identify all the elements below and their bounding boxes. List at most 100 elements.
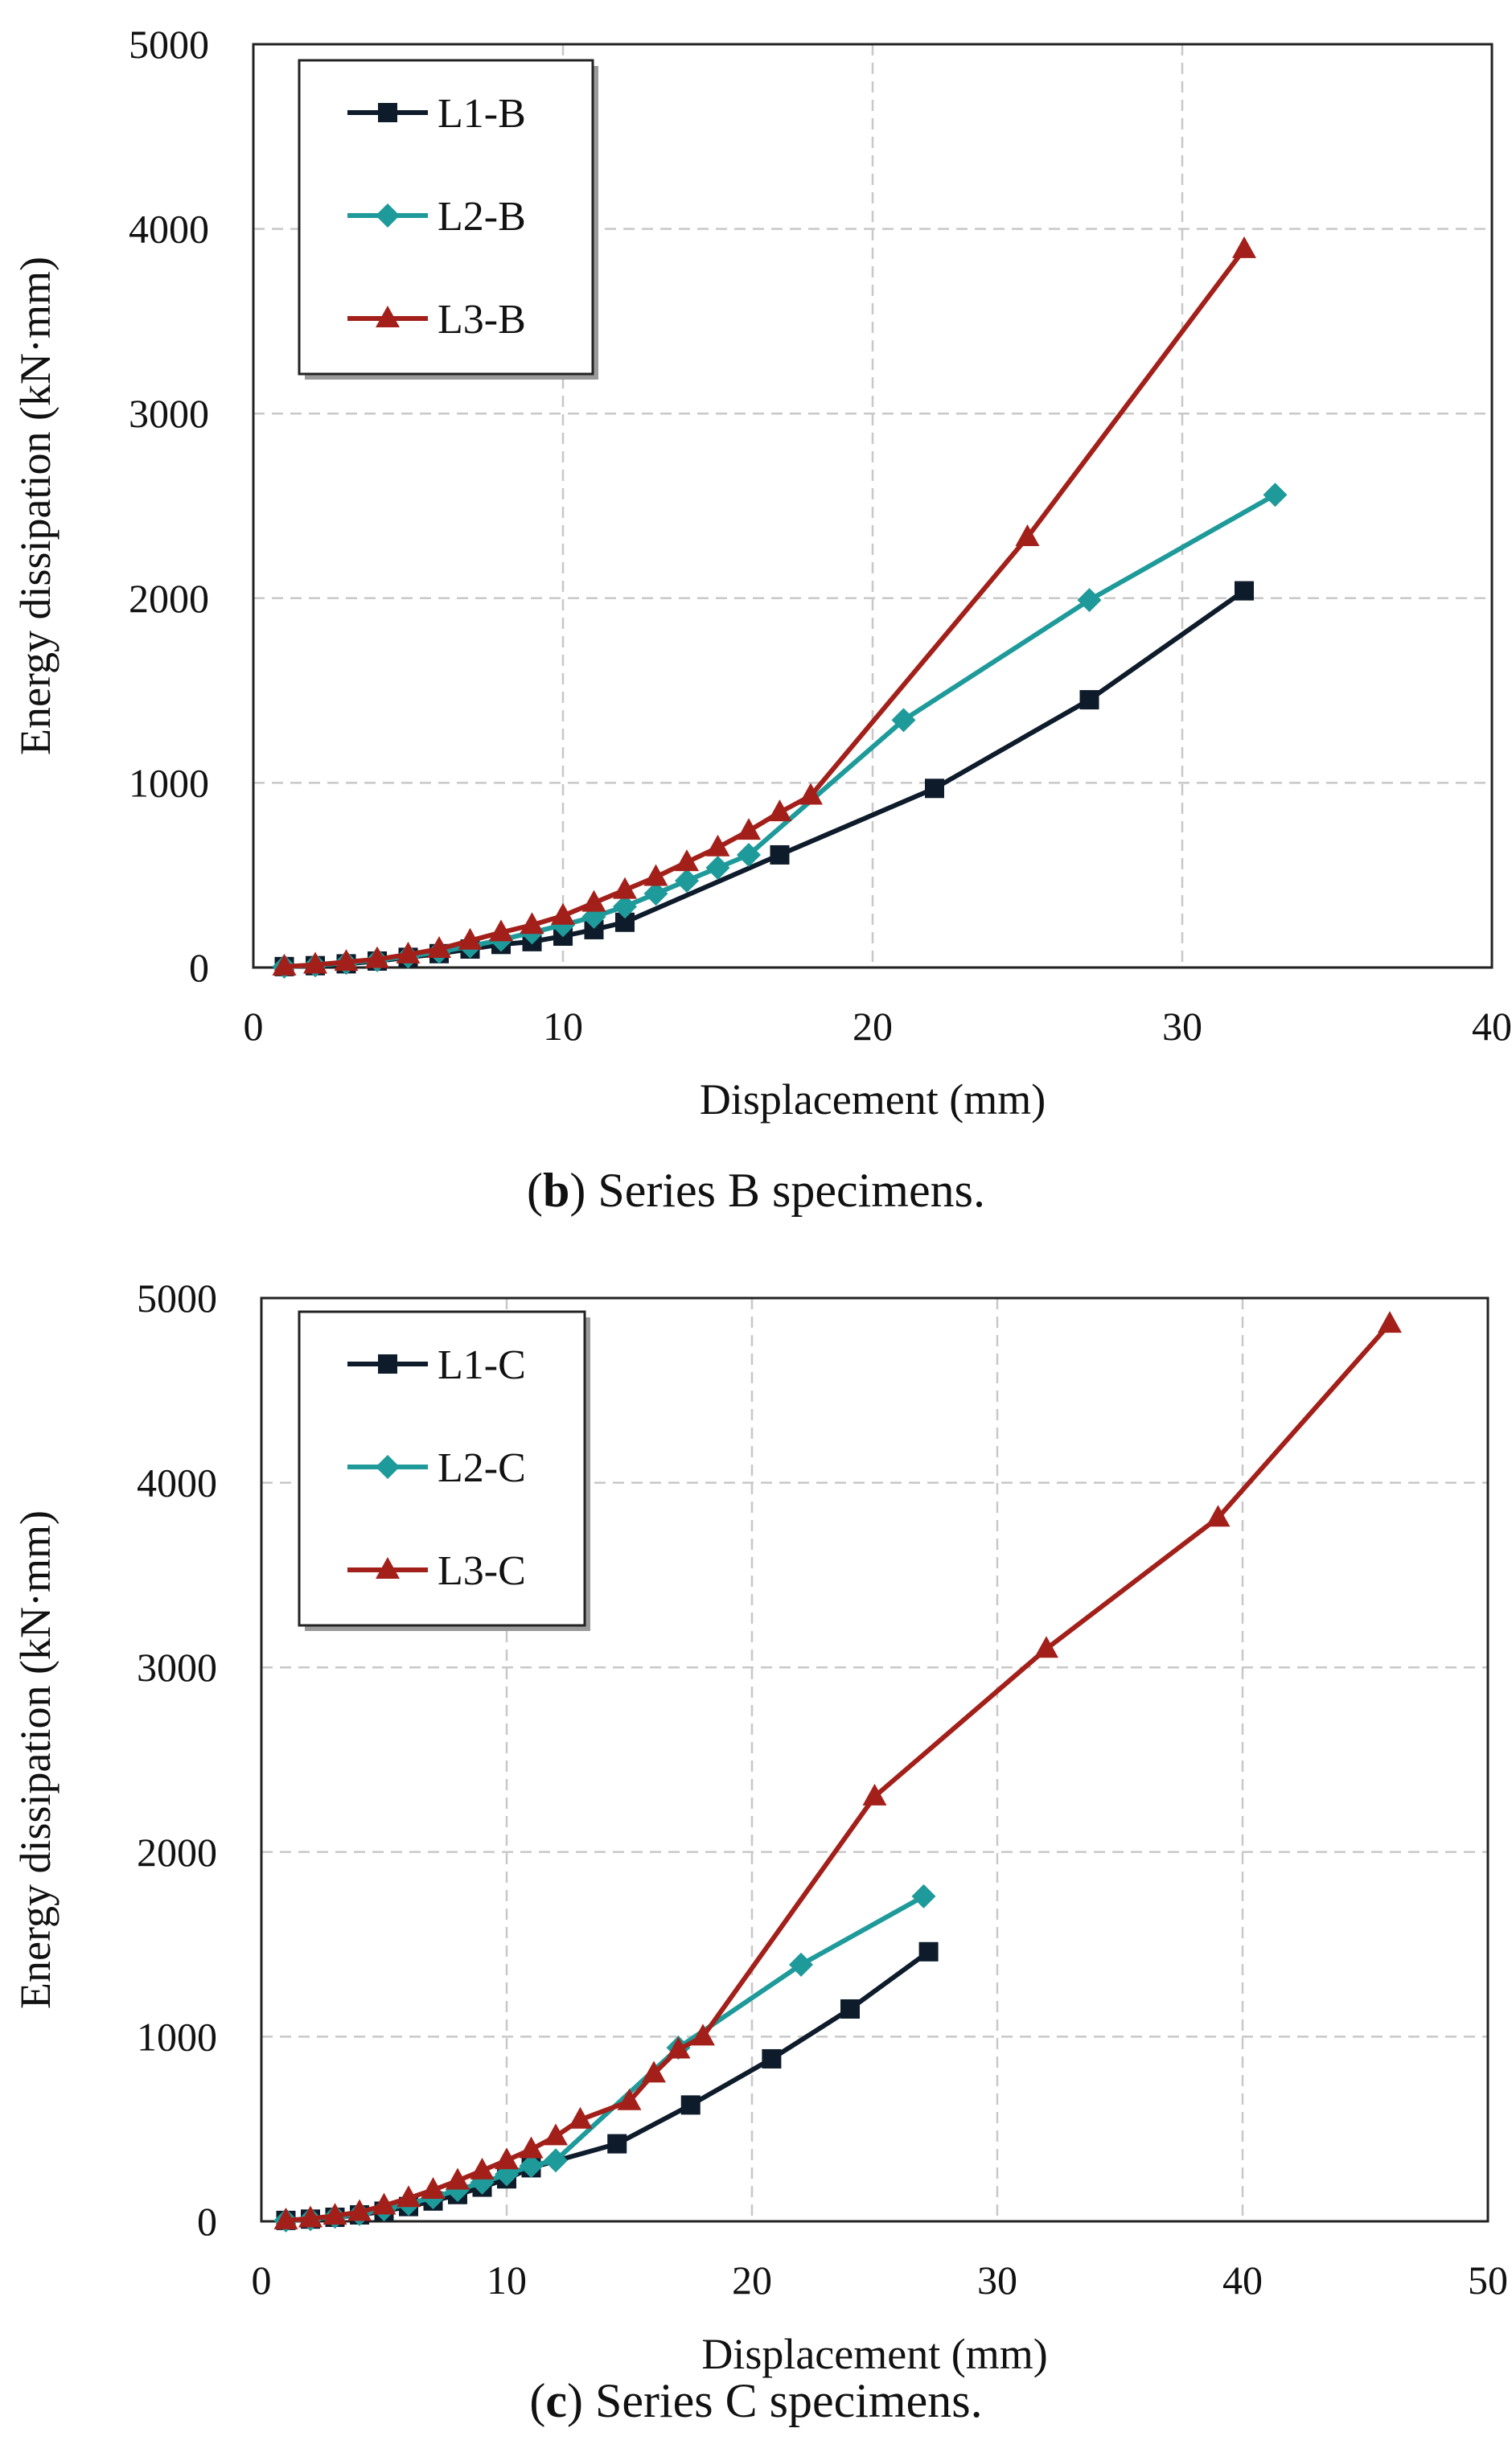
legend-label: L2-B	[438, 194, 526, 240]
caption-text: Series C specimens.	[583, 2374, 983, 2427]
data-point	[272, 953, 297, 976]
data-point	[273, 2207, 298, 2229]
data-point	[303, 951, 327, 974]
data-point	[1232, 236, 1256, 258]
series-L2-B	[272, 483, 1288, 979]
series-L1-C	[276, 1941, 939, 2230]
series-L3-C	[273, 1311, 1402, 2229]
data-point	[613, 877, 637, 899]
x-tick-label: 30	[977, 2258, 1017, 2303]
data-point	[799, 783, 823, 805]
legend-swatch-marker	[376, 1455, 400, 1479]
legend-swatch-marker	[378, 1354, 397, 1374]
data-point	[643, 864, 668, 886]
caption-letter: c	[545, 2374, 567, 2427]
data-point	[911, 1884, 936, 1908]
x-tick-label: 20	[732, 2258, 772, 2303]
y-tick-label: 0	[189, 945, 209, 990]
data-point	[520, 912, 544, 935]
chart-b: 0 10 20 30 40 0 1000 2000 3000 4000 5000 Displaceme…	[11, 22, 1512, 1217]
legend-box	[298, 1310, 586, 1627]
x-tick-label: 0	[252, 2258, 272, 2303]
legend: L1-C L2-C L3-C	[298, 1310, 590, 1631]
data-point	[1206, 1505, 1231, 1527]
data-point	[544, 2148, 568, 2173]
data-point	[1263, 483, 1288, 507]
data-point	[607, 2134, 627, 2154]
data-point	[334, 949, 359, 972]
caption-open: (	[527, 1164, 543, 1217]
data-point	[705, 834, 730, 857]
data-point	[551, 902, 575, 925]
legend-swatch-marker	[378, 103, 397, 122]
y-tick-label: 3000	[137, 1645, 217, 1690]
data-point	[691, 2023, 715, 2046]
y-tick-label: 1000	[129, 760, 209, 805]
legend-label: L3-C	[438, 1548, 526, 1594]
data-point	[427, 936, 451, 959]
data-point	[767, 799, 792, 822]
y-tick-label: 4000	[137, 1461, 217, 1506]
x-tick-label: 0	[244, 1004, 264, 1049]
series-line	[286, 1894, 925, 2223]
x-tick-label: 40	[1222, 2258, 1263, 2303]
x-tick-label: 10	[543, 1004, 583, 1049]
data-point	[421, 2176, 446, 2199]
y-axis-title: Energy dissipation (kN·mm)	[11, 1510, 60, 2009]
x-tick-label: 30	[1162, 1004, 1202, 1049]
data-point	[918, 1941, 939, 1962]
data-point	[925, 779, 944, 799]
data-point	[519, 2154, 544, 2179]
data-point	[737, 818, 761, 840]
x-tick-label: 40	[1472, 1004, 1512, 1049]
data-point	[666, 2036, 691, 2059]
legend-label: L3-B	[438, 297, 526, 343]
caption-letter: b	[543, 1164, 569, 1217]
x-axis-title: Displacement (mm)	[701, 2330, 1047, 2378]
data-point	[396, 941, 421, 963]
figure-caption: (b) Series B specimens.	[527, 1164, 985, 1217]
figure-caption: (c) Series C specimens.	[529, 2374, 982, 2427]
caption-text: Series B specimens.	[585, 1164, 985, 1217]
data-point	[770, 844, 790, 865]
data-point	[642, 2060, 666, 2083]
data-point	[862, 1783, 887, 1806]
caption-close: )	[569, 1164, 585, 1217]
data-point	[365, 946, 389, 968]
legend-swatch-marker	[376, 306, 400, 327]
data-point	[675, 849, 699, 872]
data-point	[568, 2106, 593, 2129]
series-L2-C	[273, 1884, 936, 2233]
legend-label: L1-B	[438, 91, 526, 137]
series-L1-B	[274, 581, 1254, 976]
series-L3-B	[272, 236, 1256, 976]
data-point	[705, 856, 730, 881]
series-line	[286, 1949, 931, 2223]
data-point	[495, 2147, 519, 2170]
chart-c: 0 10 20 30 40 50 0 1000 2000 3000 4000 5000 Displace…	[11, 1276, 1508, 2427]
y-tick-label: 1000	[137, 2014, 217, 2059]
x-tick-label: 10	[487, 2258, 527, 2303]
data-point	[470, 2157, 495, 2180]
data-point	[891, 708, 916, 733]
legend-label: L2-C	[438, 1445, 526, 1491]
y-tick-label: 4000	[129, 207, 209, 252]
data-point	[458, 927, 483, 950]
series-line	[284, 492, 1276, 969]
data-point	[675, 869, 699, 894]
plot-frame	[252, 43, 1494, 969]
data-point	[1015, 524, 1040, 547]
data-point	[544, 2123, 568, 2146]
x-axis-title: Displacement (mm)	[700, 1075, 1046, 1124]
x-tick-label: 20	[853, 1004, 893, 1049]
data-point	[789, 1952, 813, 1977]
legend-label: L1-C	[438, 1342, 526, 1388]
caption-open: (	[529, 2374, 545, 2427]
data-point	[298, 2205, 323, 2228]
y-tick-label: 3000	[129, 391, 209, 436]
data-point	[396, 2185, 421, 2208]
legend: L1-B L2-B L3-B	[298, 59, 598, 380]
data-point	[737, 842, 761, 867]
y-tick-label: 5000	[129, 22, 209, 67]
